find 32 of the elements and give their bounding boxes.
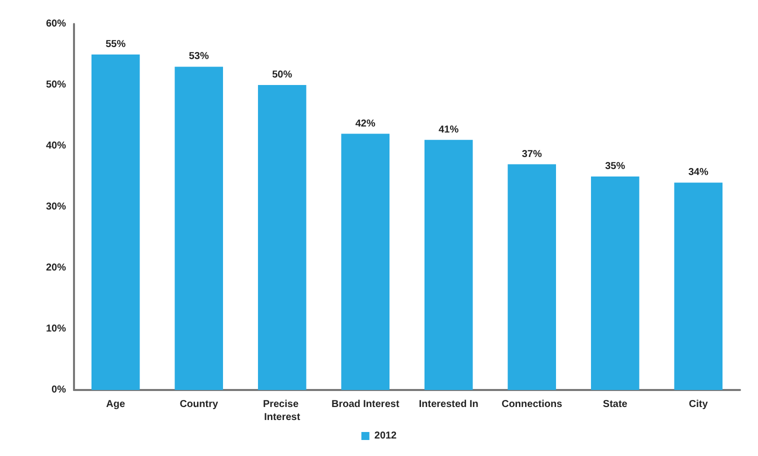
x-tick-label: Precise Interest <box>262 399 302 423</box>
bar <box>174 66 224 390</box>
y-tick-label: 40% <box>46 140 66 152</box>
x-tick-label: City <box>688 399 708 410</box>
data-label: 35% <box>605 161 626 172</box>
bar <box>258 85 306 390</box>
data-label: 53% <box>188 51 209 62</box>
y-tick-label: 30% <box>46 202 66 212</box>
x-tick-label: Country <box>180 399 218 410</box>
y-tick-label: 60% <box>46 18 66 30</box>
bar <box>341 134 390 390</box>
y-tick-label: 20% <box>46 262 66 274</box>
y-tick-label: 0% <box>52 384 66 396</box>
bar <box>590 176 640 390</box>
x-tick-label: Connections <box>502 399 563 410</box>
bar <box>674 182 723 390</box>
data-label: 37% <box>522 148 542 160</box>
y-tick-label: 50% <box>46 80 66 90</box>
data-label: 41% <box>438 124 459 136</box>
x-tick-label: State <box>602 399 628 410</box>
y-tick-label: 10% <box>46 324 66 334</box>
x-tick-label: Broad Interest <box>331 399 400 410</box>
data-label: 34% <box>688 167 708 178</box>
bar <box>91 54 140 390</box>
data-label: 55% <box>106 39 126 50</box>
data-label: 42% <box>355 118 376 130</box>
bar <box>424 140 473 390</box>
data-label: 50% <box>272 70 292 80</box>
x-tick-label: Interested In <box>418 399 478 410</box>
legend-label: 2012 <box>374 430 398 442</box>
x-tick-label: Age <box>106 399 126 410</box>
bar <box>508 164 556 390</box>
